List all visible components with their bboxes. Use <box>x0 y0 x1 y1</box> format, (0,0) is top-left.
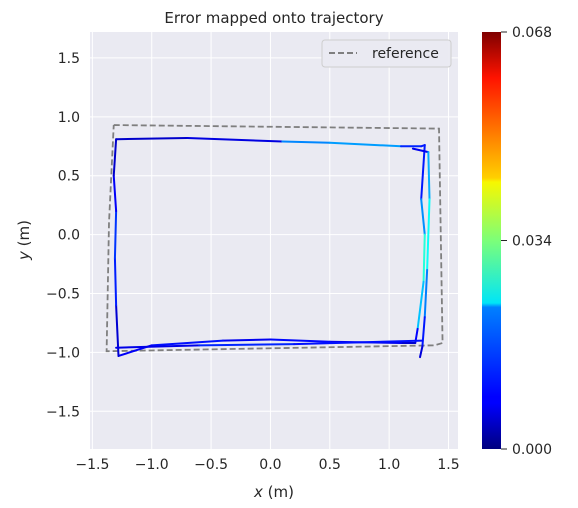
y-axis-unit: (m) <box>15 220 33 251</box>
x-tick-label: −1.5 <box>75 457 109 473</box>
trajectory-segment <box>422 233 426 283</box>
trajectory-segment <box>112 174 118 213</box>
x-tick-labels: −1.5 −1.0 −0.5 0.0 0.5 1.0 1.5 <box>75 457 459 473</box>
colorbar <box>482 32 501 449</box>
x-tick-label: 0.0 <box>259 457 281 473</box>
trajectory-segment <box>281 140 331 144</box>
trajectory-segment <box>112 138 118 177</box>
y-axis-variable: y <box>15 250 33 261</box>
y-tick-label: 1.0 <box>58 110 80 126</box>
trajectory-segment <box>419 345 424 359</box>
trajectory-segment <box>293 339 424 346</box>
legend-reference-label: reference <box>372 46 439 62</box>
trajectory-segment <box>221 338 272 342</box>
legend: reference <box>321 39 452 68</box>
x-axis-variable: x <box>253 483 263 501</box>
y-tick-label: −1.0 <box>46 345 80 361</box>
x-tick-label: 1.5 <box>437 457 459 473</box>
trajectory-segment <box>421 316 426 348</box>
trajectory-segment <box>411 147 430 154</box>
trajectory-segment <box>420 198 426 236</box>
y-tick-label: −1.5 <box>46 404 80 420</box>
x-tick-label: −0.5 <box>194 457 228 473</box>
trajectory-segment <box>416 280 425 330</box>
trajectory-segment <box>426 198 431 271</box>
trajectory-segment <box>328 141 403 148</box>
trajectory-segment <box>113 210 118 260</box>
trajectory-layer <box>105 124 444 359</box>
y-tick-label: 1.5 <box>58 51 80 67</box>
plot-area <box>90 32 458 449</box>
x-tick-label: 0.5 <box>319 457 341 473</box>
y-axis-label: y (m) <box>15 220 33 261</box>
trajectory-segment <box>423 268 429 319</box>
x-tick-label: −1.0 <box>135 457 169 473</box>
y-tick-label: 0.0 <box>58 228 80 244</box>
chart-title: Error mapped onto trajectory <box>164 9 383 27</box>
y-tick-label: −0.5 <box>46 287 80 303</box>
y-tick-labels: −1.5 −1.0 −0.5 0.0 0.5 1.0 1.5 <box>46 51 80 420</box>
x-tick-label: 1.0 <box>378 457 400 473</box>
y-tick-label: 0.5 <box>58 169 80 185</box>
legend-box <box>321 39 452 68</box>
trajectory-segment <box>150 339 224 347</box>
trajectory-segment <box>420 144 426 201</box>
trajectory-segment <box>115 137 189 141</box>
trajectory-segment <box>269 338 331 343</box>
x-axis-label: x (m) <box>253 483 294 501</box>
trajectory-segment <box>198 343 296 347</box>
reference-path <box>105 124 444 353</box>
colorbar-tick-label: 0.034 <box>512 234 552 250</box>
trajectory-segment <box>186 137 284 143</box>
colorbar-tick-label: 0.000 <box>512 442 552 458</box>
x-grid-lines <box>91 32 450 449</box>
x-axis-unit: (m) <box>263 483 294 501</box>
trajectory-segment <box>427 151 431 201</box>
colorbar-tick-label: 0.068 <box>512 25 552 41</box>
trajectory-segment <box>115 344 201 349</box>
trajectory-segment <box>113 257 118 307</box>
colorbar-ticks: 0.000 0.034 0.068 <box>501 25 552 458</box>
